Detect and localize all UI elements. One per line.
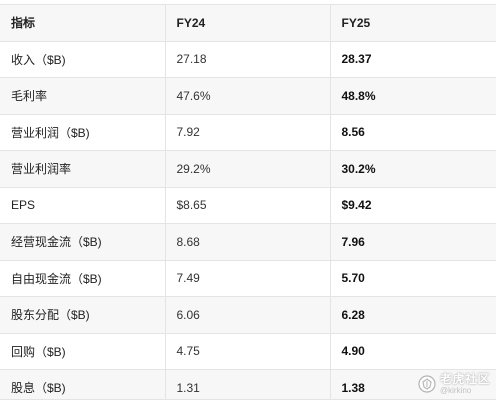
metric-label: EPS — [0, 187, 166, 224]
metric-label: 营业利润率 — [0, 150, 166, 188]
fy24-value: 1.31 — [165, 369, 331, 399]
table-row: 股息（$B) 1.31 1.38 — [0, 369, 496, 399]
financial-metrics-table: 指标 FY24 FY25 收入（$B) 27.18 28.37 毛利率 47.6… — [0, 5, 496, 399]
metric-label: 毛利率 — [0, 77, 166, 115]
table-body: 收入（$B) 27.18 28.37 毛利率 47.6% 48.8% 营业利润（… — [0, 41, 496, 399]
fy25-value: 4.90 — [330, 333, 496, 370]
table-row: 营业利润率 29.2% 30.2% — [0, 150, 496, 188]
fy25-value: 30.2% — [330, 150, 496, 188]
metric-label: 营业利润（$B) — [0, 114, 166, 151]
fy24-value: $8.65 — [165, 187, 331, 224]
metric-label: 经营现金流（$B) — [0, 223, 166, 261]
fy24-value: 29.2% — [165, 150, 331, 188]
fy25-value: 8.56 — [330, 114, 496, 151]
fy25-value: 7.96 — [330, 223, 496, 261]
fy25-value: 1.38 — [330, 369, 496, 399]
fy25-value: 28.37 — [330, 41, 496, 78]
table-row: 毛利率 47.6% 48.8% — [0, 77, 496, 115]
metric-label: 回购（$B) — [0, 333, 166, 370]
table-header: 指标 FY24 FY25 — [0, 5, 496, 42]
table-row: EPS $8.65 $9.42 — [0, 187, 496, 224]
header-metric: 指标 — [0, 5, 166, 42]
fy24-value: 27.18 — [165, 41, 331, 78]
header-fy25: FY25 — [330, 5, 496, 42]
fy25-value: $9.42 — [330, 187, 496, 224]
table-row: 股东分配（$B) 6.06 6.28 — [0, 296, 496, 334]
table-row: 回购（$B) 4.75 4.90 — [0, 333, 496, 370]
fy24-value: 6.06 — [165, 296, 331, 334]
fy25-value: 6.28 — [330, 296, 496, 334]
fy24-value: 47.6% — [165, 77, 331, 115]
metric-label: 收入（$B) — [0, 41, 166, 78]
metric-label: 股息（$B) — [0, 369, 166, 399]
metric-label: 股东分配（$B) — [0, 296, 166, 334]
financial-metrics-table-container: 指标 FY24 FY25 收入（$B) 27.18 28.37 毛利率 47.6… — [0, 4, 496, 400]
fy24-value: 8.68 — [165, 223, 331, 261]
table-row: 自由现金流（$B) 7.49 5.70 — [0, 260, 496, 297]
metric-label: 自由现金流（$B) — [0, 260, 166, 297]
table-row: 经营现金流（$B) 8.68 7.96 — [0, 223, 496, 261]
fy25-value: 48.8% — [330, 77, 496, 115]
fy24-value: 4.75 — [165, 333, 331, 370]
table-row: 收入（$B) 27.18 28.37 — [0, 41, 496, 78]
header-row: 指标 FY24 FY25 — [0, 5, 496, 42]
table-row: 营业利润（$B) 7.92 8.56 — [0, 114, 496, 151]
header-fy24: FY24 — [165, 5, 331, 42]
fy25-value: 5.70 — [330, 260, 496, 297]
fy24-value: 7.92 — [165, 114, 331, 151]
fy24-value: 7.49 — [165, 260, 331, 297]
